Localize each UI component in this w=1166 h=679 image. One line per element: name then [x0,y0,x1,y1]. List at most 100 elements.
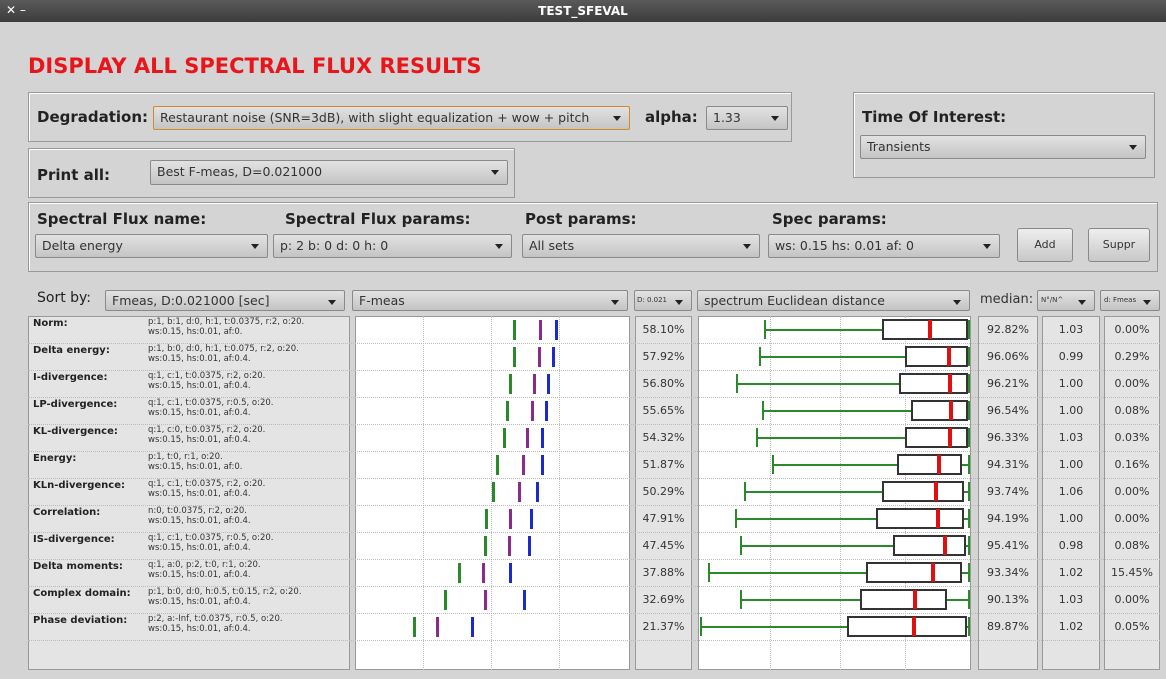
recall-tick [551,347,555,367]
dropdown[interactable]: F-meas [352,290,628,311]
d-value: 0.00% [1114,377,1150,390]
params: ws:0.15, hs:0.01, af:0.4. [148,435,251,445]
whisker-cap [756,428,758,447]
whisker-cap [744,482,746,501]
recall-tick [471,617,475,637]
whisker-cap [759,347,761,366]
d-value: 0.08% [1114,404,1150,417]
row-separator [28,586,1160,587]
median-value: 95.41% [987,539,1029,552]
method-name: KL-divergence: [33,426,118,437]
median-value: 94.19% [987,512,1029,525]
median-value: 94.31% [987,458,1029,471]
whisker [744,491,970,493]
precision-tick [508,536,512,556]
median-value: 90.13% [987,593,1029,606]
params: q:1, c:0, t:0.0375, r:2, o:20. [148,425,266,435]
method-name: LP-divergence: [33,399,118,410]
fmeas-value: 32.69% [642,593,685,606]
alpha-dropdown[interactable]: 1.33 [706,106,788,130]
whisker-cap [968,509,970,528]
fmeas-value: 47.91% [642,512,685,525]
median-line [946,347,951,366]
print-dropdown[interactable]: Best F-meas, D=0.021000 [150,160,508,185]
dropdown[interactable]: d: Fmeas [1100,290,1160,311]
dropdown[interactable]: N°/N^ [1037,290,1095,311]
label: Print all: [37,166,111,184]
dropdown[interactable]: D: 0.021 [634,290,692,311]
recall-tick [530,509,534,529]
fmeas-value: 54.32% [642,431,685,444]
ratio-value: 0.99 [1058,350,1084,363]
median-line [947,374,952,393]
label: Post params: [525,210,637,228]
median-line [948,428,953,447]
row-separator [28,505,1160,506]
close-button[interactable]: ✕ – [6,3,26,17]
dropdown[interactable]: spectrum Euclidean distance [697,290,970,311]
median-line [943,536,948,555]
method-name: I-divergence: [33,372,108,383]
ratio-value: 1.02 [1058,620,1084,633]
ratio-value: 1.03 [1058,431,1084,444]
whisker-cap [968,320,970,339]
time-dropdown[interactable]: Transients [860,135,1146,159]
label: Spectral Flux name: [37,210,207,228]
sort-dropdown[interactable]: Fmeas, D:0.021000 [sec] [105,290,345,311]
fmeas-value: 47.45% [642,539,685,552]
suppr-button[interactable]: Suppr [1088,228,1150,262]
method-name: Delta energy: [33,345,110,356]
precision-tick [531,401,535,421]
ratio-value: 1.03 [1058,593,1084,606]
degradation-dropdown[interactable]: Restaurant noise (SNR=3dB), with slight … [153,106,630,130]
box [866,562,962,583]
degradation-group [28,92,792,142]
fmeas-tick [443,590,447,610]
whisker-cap [772,455,774,474]
fmeas-value: 57.92% [642,350,685,363]
box [911,400,968,421]
dropdown[interactable]: ws: 0.15 hs: 0.01 af: 0 [768,234,1000,258]
add-button[interactable]: Add [1017,228,1073,262]
d-value: 0.29% [1114,350,1150,363]
dropdown[interactable]: Delta energy [35,234,268,258]
ratio-value: 1.00 [1058,512,1084,525]
whisker-cap [740,590,742,609]
row-separator [28,370,1160,371]
params: q:1, c:1, t:0.0375, r:0.5, o:20. [148,533,274,543]
fmeas-tick [496,455,500,475]
median-value: 93.34% [987,566,1029,579]
method-name: Energy: [33,453,77,464]
params: q:1, c:1, t:0.0375, r:2, o:20. [148,371,266,381]
print-group [28,148,515,198]
fmeas-tick [413,617,417,637]
fmeas-value: 21.37% [642,620,685,633]
whisker-cap [736,374,738,393]
method-name: Phase deviation: [33,615,128,626]
whisker [772,464,970,466]
params: p:1, b:0, d:0, h:0.5, t:0.15, r:2, o:20. [148,587,302,597]
whisker-cap [968,590,970,609]
dropdown[interactable]: p: 2 b: 0 d: 0 h: 0 [273,234,512,258]
recall-tick [555,320,559,340]
ratio-value: 1.00 [1058,458,1084,471]
grid-line [840,316,841,670]
params: p:1, b:1, d:0, h:1, t:0.0375, r:2, o:20. [148,317,305,327]
method-name: KLn-divergence: [33,480,125,491]
whisker [764,329,970,331]
d-value: 0.05% [1114,620,1150,633]
dropdown[interactable]: All sets [522,234,760,258]
median-line [936,509,941,528]
whisker [736,383,970,385]
row-separator [28,424,1160,425]
whisker-cap [968,482,970,501]
grid-line [559,316,560,670]
whisker-cap [968,455,970,474]
grid-line [423,316,424,670]
whisker-cap [735,509,737,528]
whisker-cap [968,536,970,555]
precision-tick [522,455,526,475]
label: Spectral Flux params: [285,210,471,228]
title-bar: TEST_SFEVAL [0,0,1166,22]
